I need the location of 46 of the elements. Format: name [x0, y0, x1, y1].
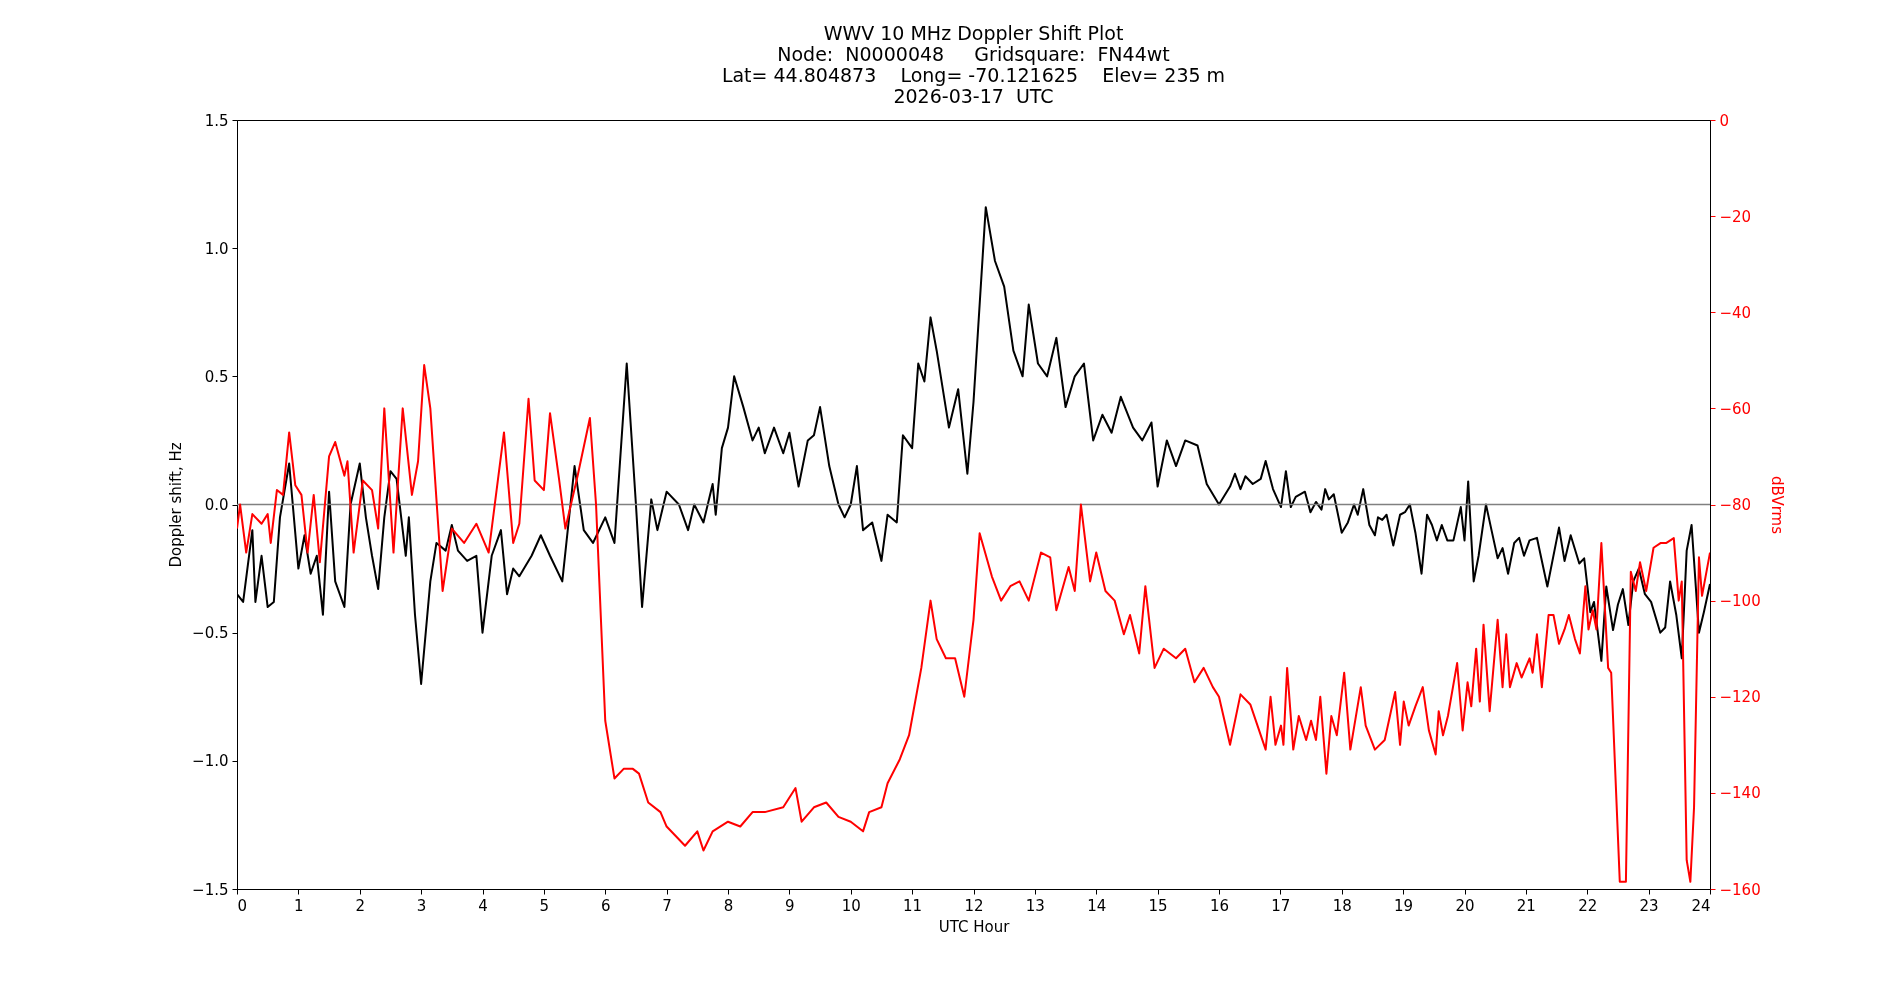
- y2-tick-label: −120: [1719, 688, 1761, 707]
- y-tick-label: −1.0: [192, 752, 229, 771]
- x-tick-label: 22: [1578, 896, 1598, 915]
- y-axis-title: Doppler shift, Hz: [167, 442, 186, 568]
- x-tick-label: 10: [841, 896, 861, 915]
- y2-tick-label: −100: [1719, 592, 1761, 611]
- chart-title: WWV 10 MHz Doppler Shift Plot Node: N0000048 Gridsquare: FN44wt Lat= 44.804873 Long= -70.121625 Elev= 235 m 2026-03-17 UTC: [721, 22, 1226, 107]
- y2-axis-title: dBVrms: [1767, 476, 1786, 535]
- x-axis-title: UTC Hour: [938, 917, 1011, 936]
- x-tick-label: 9: [785, 896, 795, 915]
- y-tick-label: 1.0: [204, 239, 229, 258]
- y-tick-label: 0.5: [204, 367, 229, 386]
- x-tick-label: 2: [355, 896, 366, 915]
- x-tick-label: 19: [1394, 896, 1414, 915]
- x-tick-label: 0: [237, 896, 248, 915]
- y2-tick-label: −40: [1719, 303, 1752, 322]
- line-series: [237, 364, 1710, 883]
- x-tick-label: 14: [1087, 896, 1107, 915]
- x-tick-label: 12: [964, 896, 984, 915]
- y-tick-label: −1.5: [192, 880, 229, 899]
- y2-tick-label: −20: [1719, 207, 1752, 226]
- x-tick-label: 6: [600, 896, 611, 915]
- x-tick-label: 8: [723, 896, 734, 915]
- x-tick-label: 24: [1691, 896, 1711, 915]
- y2-tick-label: 0: [1719, 111, 1730, 130]
- x-tick-label: 3: [416, 896, 427, 915]
- x-tick-label: 20: [1455, 896, 1475, 915]
- y-tick-label: 0.0: [204, 496, 229, 514]
- x-tick-label: 21: [1516, 896, 1536, 915]
- x-tick-label: 13: [1025, 896, 1045, 915]
- x-tick-label: 16: [1209, 896, 1230, 915]
- x-tick-label: 5: [539, 896, 550, 915]
- y-tick-label: −0.5: [192, 624, 229, 643]
- x-tick-label: 11: [903, 896, 923, 915]
- y2-tick-label: −160: [1719, 880, 1761, 899]
- y-tick-label: 1.5: [204, 111, 229, 130]
- y2-tick-label: −60: [1719, 399, 1752, 418]
- x-tick-label: 17: [1271, 896, 1291, 915]
- x-tick-label: 15: [1148, 896, 1168, 915]
- x-tick-label: 4: [478, 896, 488, 915]
- y2-tick-label: −140: [1719, 784, 1761, 803]
- x-tick-label: 23: [1639, 896, 1659, 915]
- x-tick-label: 7: [662, 896, 672, 915]
- y2-tick-label: −80: [1719, 496, 1752, 514]
- x-tick-label: 18: [1332, 896, 1352, 915]
- x-tick-label: 1: [294, 896, 304, 915]
